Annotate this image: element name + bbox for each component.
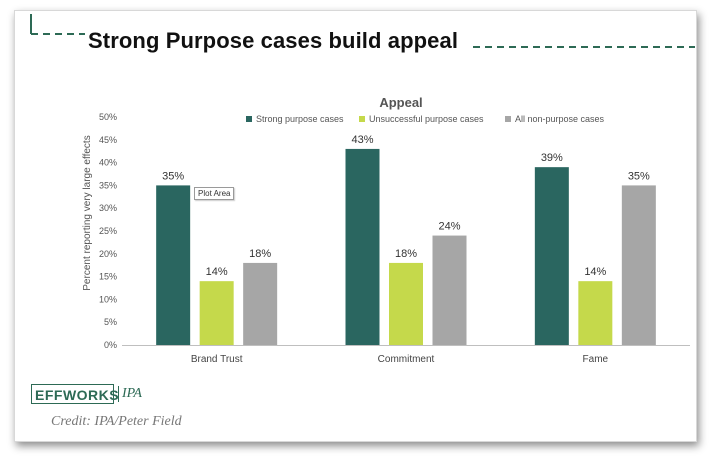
legend-swatch [246,116,252,122]
y-tick-label: 50% [99,112,117,122]
title-decoration-corner [30,14,85,35]
chart-title: Appeal [379,95,422,110]
legend-swatch [505,116,511,122]
y-axis-title: Percent reporting very large effects [82,135,93,290]
legend-label: All non-purpose cases [515,114,605,124]
effworks-ipa-logo: EFFWORKS IPA [31,384,142,406]
bar [432,235,467,345]
y-tick-label: 15% [99,272,117,282]
bar [345,148,380,345]
bar-data-label: 14% [584,266,606,278]
x-category-label: Brand Trust [191,354,243,365]
y-tick-label: 30% [99,203,117,213]
title-decoration-dashes [473,46,695,48]
y-tick-label: 40% [99,158,117,168]
bar [156,185,191,345]
bar [534,167,569,345]
y-tick-label: 45% [99,135,117,145]
slide-title: Strong Purpose cases build appeal [88,28,459,53]
bar [389,262,423,345]
bar-data-label: 39% [541,152,563,164]
bar-data-label: 18% [395,248,417,260]
credit-text: Credit: IPA/Peter Field [51,414,182,429]
y-tick-label: 10% [99,294,117,304]
bar-data-label: 18% [249,248,271,260]
x-category-label: Fame [583,354,609,365]
ipa-logo-text: IPA [118,386,142,402]
bar-data-label: 43% [351,134,373,146]
bar [621,185,656,345]
bar-data-label: 35% [162,170,184,182]
bar-data-label: 14% [206,266,228,278]
legend-label: Strong purpose cases [256,114,344,124]
effworks-logo-text: EFFWORKS [35,387,120,403]
y-tick-label: 20% [99,249,117,259]
bar [578,281,613,345]
x-category-label: Commitment [378,354,435,365]
bar-data-label: 24% [438,221,460,233]
y-tick-label: 0% [104,340,117,350]
bar [243,262,278,345]
y-tick-label: 5% [104,317,117,327]
effworks-logo-box: EFFWORKS [31,384,119,404]
legend-label: Unsuccessful purpose cases [369,114,484,124]
y-tick-label: 35% [99,180,117,190]
y-tick-label: 25% [99,226,117,236]
bar [199,281,234,345]
legend-swatch [359,116,365,122]
bar-data-label: 35% [628,170,650,182]
plot-area-tooltip: Plot Area [194,187,235,200]
